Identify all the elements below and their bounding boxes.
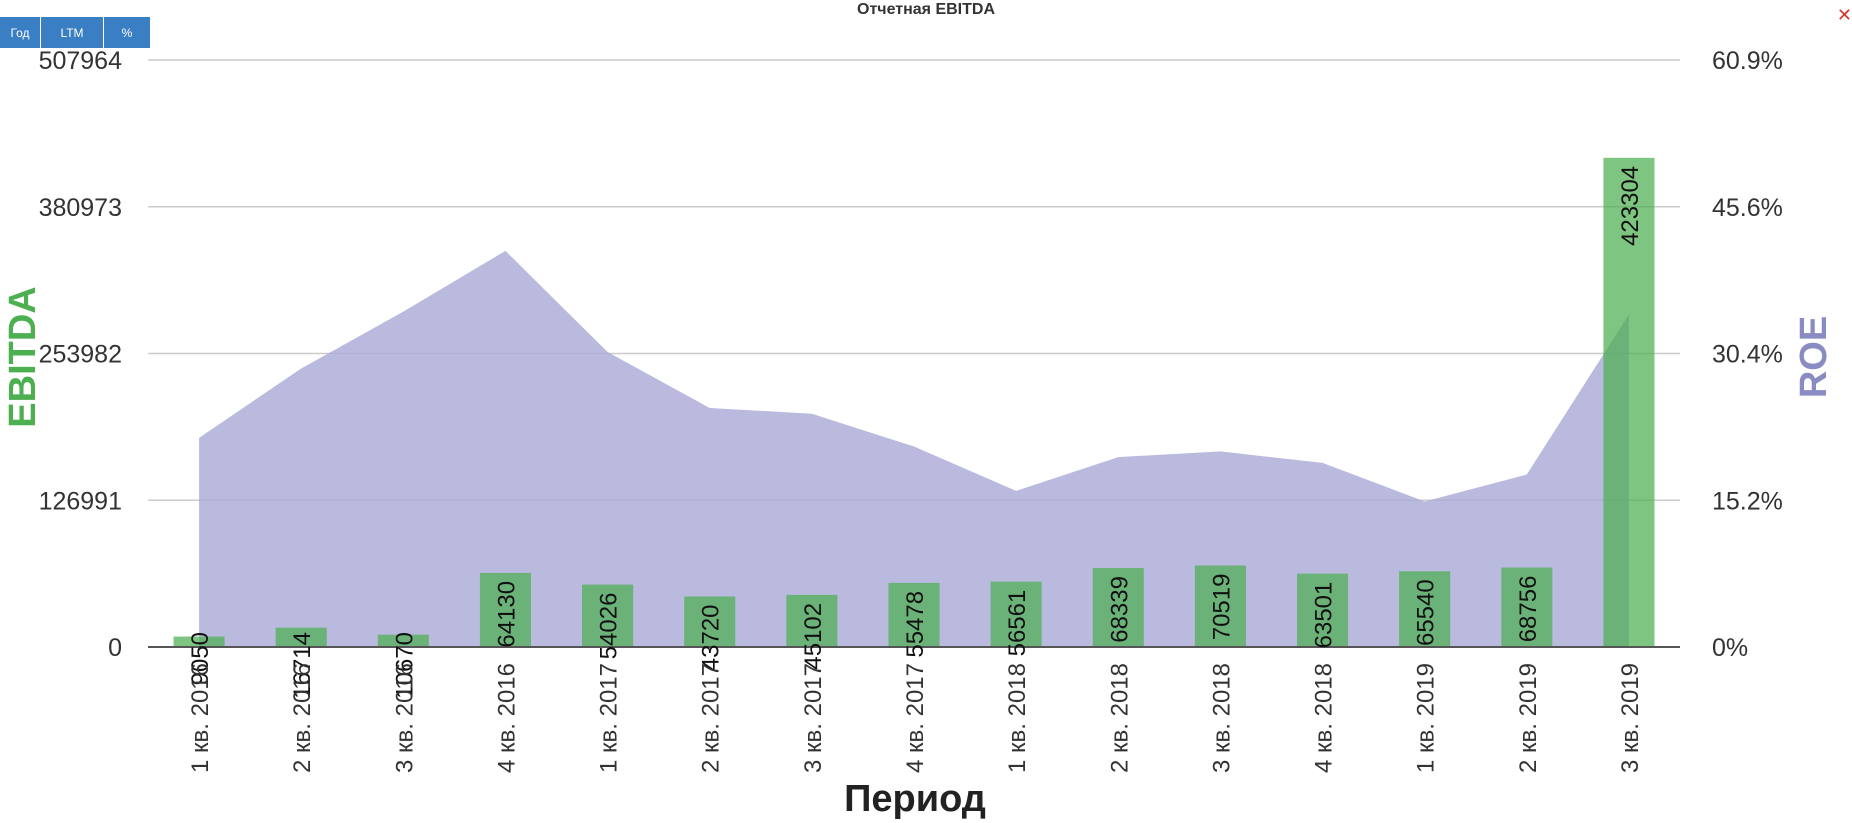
chart-title: Отчетная EBITDA (857, 1, 995, 18)
bar-data-label: 10670 (391, 632, 418, 699)
bar-data-label: 55478 (902, 591, 929, 658)
bar-data-label: 9050 (187, 632, 214, 685)
x-tick-label: 4 кв. 2017 (902, 663, 929, 773)
period-toggle-group: Год LTM % (0, 17, 151, 48)
right-tick-label: 15.2% (1712, 487, 1783, 515)
right-tick-label: 0% (1712, 634, 1748, 662)
x-tick-label: 1 кв. 2019 (1413, 663, 1440, 773)
ebitda-bar[interactable] (684, 596, 736, 647)
ebitda-bar[interactable] (275, 627, 327, 647)
percent-button[interactable]: % (104, 17, 151, 48)
ebitda-bar[interactable] (173, 636, 225, 647)
right-tick-label: 30.4% (1712, 341, 1783, 369)
ebitda-bar[interactable] (1399, 571, 1451, 647)
x-tick-label: 1 кв. 2016 (187, 663, 214, 773)
bar-data-label: 70519 (1208, 574, 1235, 641)
x-axis-ticks: 1 кв. 2016 2 кв. 2016 3 кв. 2016 4 кв. 2016… (187, 663, 1644, 773)
x-tick-label: 2 кв. 2016 (289, 663, 316, 773)
bar-data-label: 54026 (596, 593, 623, 660)
ebitda-bar[interactable] (1297, 573, 1349, 647)
ebitda-bar[interactable] (377, 634, 429, 647)
left-tick-label: 380973 (39, 194, 122, 222)
x-tick-label: 4 кв. 2018 (1311, 663, 1338, 773)
x-tick-label: 4 кв. 2016 (493, 663, 520, 773)
ebitda-bar[interactable] (1501, 567, 1553, 647)
right-axis-title: ROE (1793, 316, 1835, 398)
left-tick-label: 507964 (39, 47, 123, 75)
x-tick-label: 3 кв. 2017 (800, 663, 827, 773)
year-button[interactable]: Год (0, 17, 41, 48)
x-tick-label: 1 кв. 2018 (1004, 663, 1031, 773)
x-tick-label: 3 кв. 2019 (1617, 663, 1644, 773)
ebitda-bar[interactable] (990, 581, 1042, 647)
close-icon[interactable]: ✕ (1836, 5, 1852, 25)
ebitda-bar[interactable] (582, 584, 634, 647)
right-tick-label: 60.9% (1712, 47, 1783, 75)
left-axis-ticks: 0 126991 253982 380973 507964 (39, 47, 123, 662)
x-tick-label: 3 кв. 2016 (391, 663, 418, 773)
roe-area (199, 250, 1629, 647)
bar-data-label: 56561 (1004, 590, 1031, 657)
ebitda-bar[interactable] (786, 594, 838, 647)
left-axis-title: EBITDA (2, 286, 44, 427)
ebitda-bar[interactable] (888, 582, 940, 647)
bar-data-label: 68339 (1106, 576, 1133, 643)
ltm-button[interactable]: LTM (41, 17, 104, 48)
ebitda-bar[interactable] (1194, 565, 1246, 647)
bar-data-label: 423304 (1617, 166, 1644, 246)
bar-data-label: 16714 (289, 632, 316, 699)
bar-data-label: 68756 (1515, 576, 1542, 643)
x-tick-label: 2 кв. 2017 (698, 663, 725, 773)
x-axis-title: Период (844, 778, 986, 820)
right-axis-ticks: 0% 15.2% 30.4% 45.6% 60.9% (1712, 47, 1783, 662)
ebitda-bar[interactable] (479, 572, 531, 647)
bar-data-label: 45102 (800, 603, 827, 670)
x-tick-label: 2 кв. 2019 (1515, 663, 1542, 773)
x-tick-label: 2 кв. 2018 (1106, 663, 1133, 773)
bar-data-label: 43720 (698, 604, 725, 671)
right-tick-label: 45.6% (1712, 194, 1783, 222)
x-tick-label: 1 кв. 2017 (596, 663, 623, 773)
bar-data-labels: 9050 16714 10670 64130 54026 43720 45102 55478 5… (187, 166, 1644, 699)
ebitda-bars (173, 157, 1655, 647)
ebitda-bar[interactable] (1603, 157, 1655, 647)
bar-data-label: 64130 (493, 581, 520, 648)
bar-data-label: 63501 (1311, 582, 1338, 649)
left-tick-label: 0 (108, 634, 122, 662)
left-tick-label: 126991 (39, 487, 122, 515)
left-tick-label: 253982 (39, 341, 122, 369)
x-tick-label: 3 кв. 2018 (1208, 663, 1235, 773)
ebitda-bar[interactable] (1092, 568, 1144, 647)
bar-data-label: 65540 (1413, 579, 1440, 646)
